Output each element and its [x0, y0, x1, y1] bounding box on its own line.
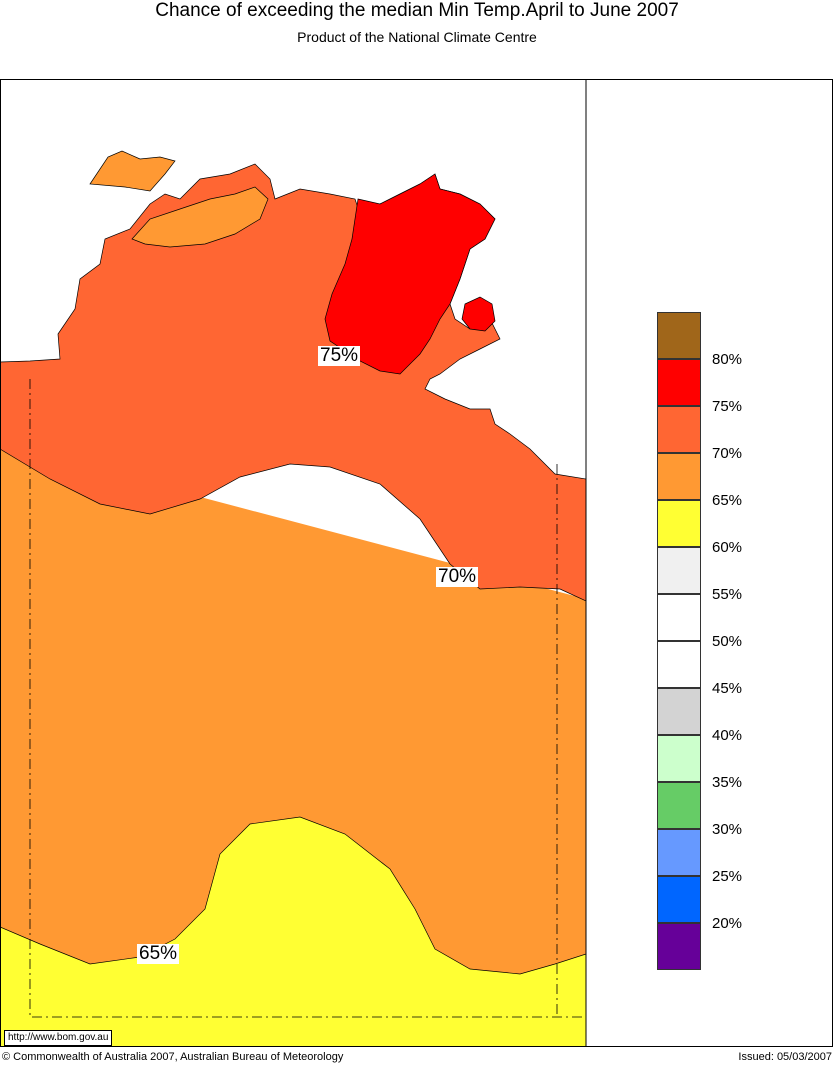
- legend-swatch: [657, 688, 701, 735]
- legend-swatch: [657, 829, 701, 876]
- contour-label-70: 70%: [436, 566, 479, 587]
- legend-label-25: 25%: [712, 868, 743, 885]
- island-red: [461, 296, 496, 332]
- legend-swatch: [657, 547, 701, 594]
- legend-swatch: [657, 923, 701, 970]
- legend-label-45: 45%: [712, 680, 743, 697]
- source-url[interactable]: http://www.bom.gov.au: [4, 1030, 113, 1046]
- contour-label-65: 65%: [137, 943, 180, 964]
- legend-label-70: 70%: [712, 445, 743, 462]
- legend-swatch: [657, 876, 701, 923]
- legend-swatch: [657, 782, 701, 829]
- legend-label-65: 65%: [712, 492, 743, 509]
- map-title: Chance of exceeding the median Min Temp.…: [155, 0, 679, 21]
- legend-swatch: [657, 500, 701, 547]
- legend-label-50: 50%: [712, 633, 743, 650]
- legend-label-30: 30%: [712, 821, 743, 838]
- legend-swatch: [657, 453, 701, 500]
- map-frame: [0, 79, 833, 1047]
- probability-map: [0, 79, 587, 1047]
- legend-swatch: [657, 641, 701, 688]
- zone-65-70: [0, 444, 586, 1047]
- legend-label-55: 55%: [712, 586, 743, 603]
- map-subtitle: Product of the National Climate Centre: [297, 29, 537, 45]
- bay-zone: [131, 186, 269, 248]
- legend-swatch: [657, 312, 701, 359]
- legend-label-40: 40%: [712, 727, 743, 744]
- legend-label-80: 80%: [712, 351, 743, 368]
- legend-label-75: 75%: [712, 398, 743, 415]
- district-boundary: [29, 379, 586, 1018]
- legend-label-20: 20%: [712, 915, 743, 932]
- zone-75-80: [324, 173, 496, 375]
- legend-label-35: 35%: [712, 774, 743, 791]
- copyright-notice: © Commonwealth of Australia 2007, Austra…: [2, 1051, 344, 1063]
- legend-label-60: 60%: [712, 539, 743, 556]
- contour-label-75: 75%: [318, 345, 361, 366]
- legend-swatch: [657, 735, 701, 782]
- legend-swatch: [657, 406, 701, 453]
- legend-swatch: [657, 359, 701, 406]
- issued-date: Issued: 05/03/2007: [738, 1051, 832, 1063]
- legend-swatch: [657, 594, 701, 641]
- island-west: [89, 150, 176, 192]
